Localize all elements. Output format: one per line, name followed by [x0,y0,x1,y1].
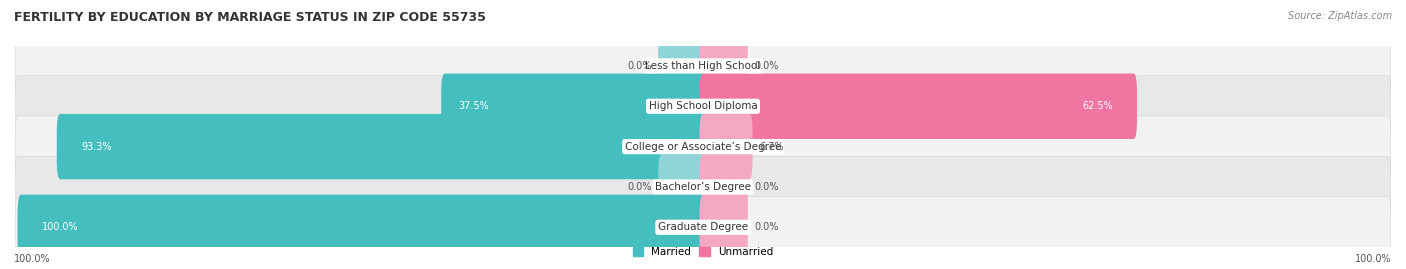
FancyBboxPatch shape [15,35,1391,97]
Text: 93.3%: 93.3% [82,141,111,152]
Text: Source: ZipAtlas.com: Source: ZipAtlas.com [1288,11,1392,21]
Text: 0.0%: 0.0% [755,182,779,192]
Text: 0.0%: 0.0% [627,182,651,192]
Text: Less than High School: Less than High School [645,61,761,71]
Text: 37.5%: 37.5% [458,101,489,111]
Text: College or Associate’s Degree: College or Associate’s Degree [624,141,782,152]
Text: 100.0%: 100.0% [42,222,79,232]
Text: Graduate Degree: Graduate Degree [658,222,748,232]
Text: FERTILITY BY EDUCATION BY MARRIAGE STATUS IN ZIP CODE 55735: FERTILITY BY EDUCATION BY MARRIAGE STATU… [14,11,486,24]
FancyBboxPatch shape [700,114,752,179]
FancyBboxPatch shape [15,76,1391,137]
Text: 100.0%: 100.0% [1355,254,1392,264]
FancyBboxPatch shape [441,73,706,139]
Text: 0.0%: 0.0% [755,222,779,232]
Text: High School Diploma: High School Diploma [648,101,758,111]
FancyBboxPatch shape [17,194,706,260]
FancyBboxPatch shape [15,156,1391,218]
Text: 6.7%: 6.7% [759,141,785,152]
FancyBboxPatch shape [56,114,706,179]
Text: 0.0%: 0.0% [627,61,651,71]
Text: 100.0%: 100.0% [14,254,51,264]
FancyBboxPatch shape [700,154,748,220]
FancyBboxPatch shape [658,33,706,99]
FancyBboxPatch shape [658,154,706,220]
FancyBboxPatch shape [700,73,1137,139]
Text: Bachelor’s Degree: Bachelor’s Degree [655,182,751,192]
FancyBboxPatch shape [15,116,1391,177]
FancyBboxPatch shape [700,33,748,99]
Text: 62.5%: 62.5% [1083,101,1114,111]
FancyBboxPatch shape [15,197,1391,258]
Legend: Married, Unmarried: Married, Unmarried [628,243,778,261]
Text: 0.0%: 0.0% [755,61,779,71]
FancyBboxPatch shape [700,194,748,260]
